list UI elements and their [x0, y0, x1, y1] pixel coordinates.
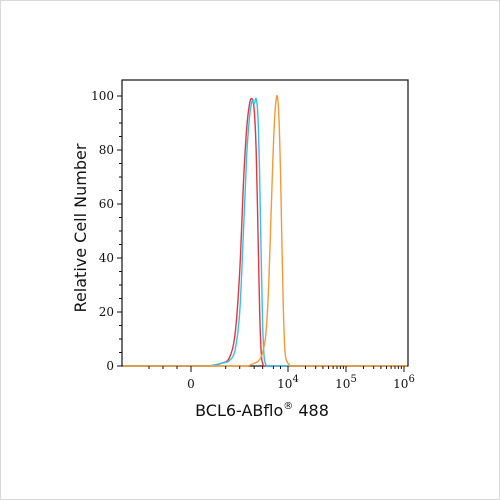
x-tick-label: 104: [277, 374, 299, 391]
y-tick-label: 60: [99, 197, 114, 211]
plot-area: [121, 79, 409, 367]
y-tick-label: 100: [91, 89, 114, 103]
y-axis: 0 20 40 60 80 100: [91, 89, 122, 373]
y-tick-label: 40: [99, 251, 114, 265]
x-tick-label: 106: [393, 374, 415, 391]
histogram-series-3: [123, 94, 407, 367]
x-axis-label-main: BCL6-ABflo: [195, 401, 283, 420]
x-axis-label-suffix: 488: [293, 401, 329, 420]
x-tick-label: 0: [187, 377, 195, 391]
y-tick-label: 0: [106, 359, 114, 373]
plot-border: [121, 79, 409, 367]
y-tick-label: 20: [99, 305, 114, 319]
y-tick-label: 80: [99, 143, 114, 157]
histogram-curves: [123, 94, 407, 367]
y-axis-label: Relative Cell Number: [71, 143, 90, 312]
x-axis: 0 104 105 106: [148, 366, 415, 391]
histogram-series-2: [123, 97, 407, 367]
x-axis-label: BCL6-ABflo® 488: [195, 401, 329, 420]
histogram-series-1: [123, 97, 407, 367]
x-axis-label-registered: ®: [283, 401, 293, 412]
x-tick-label: 105: [335, 374, 357, 391]
